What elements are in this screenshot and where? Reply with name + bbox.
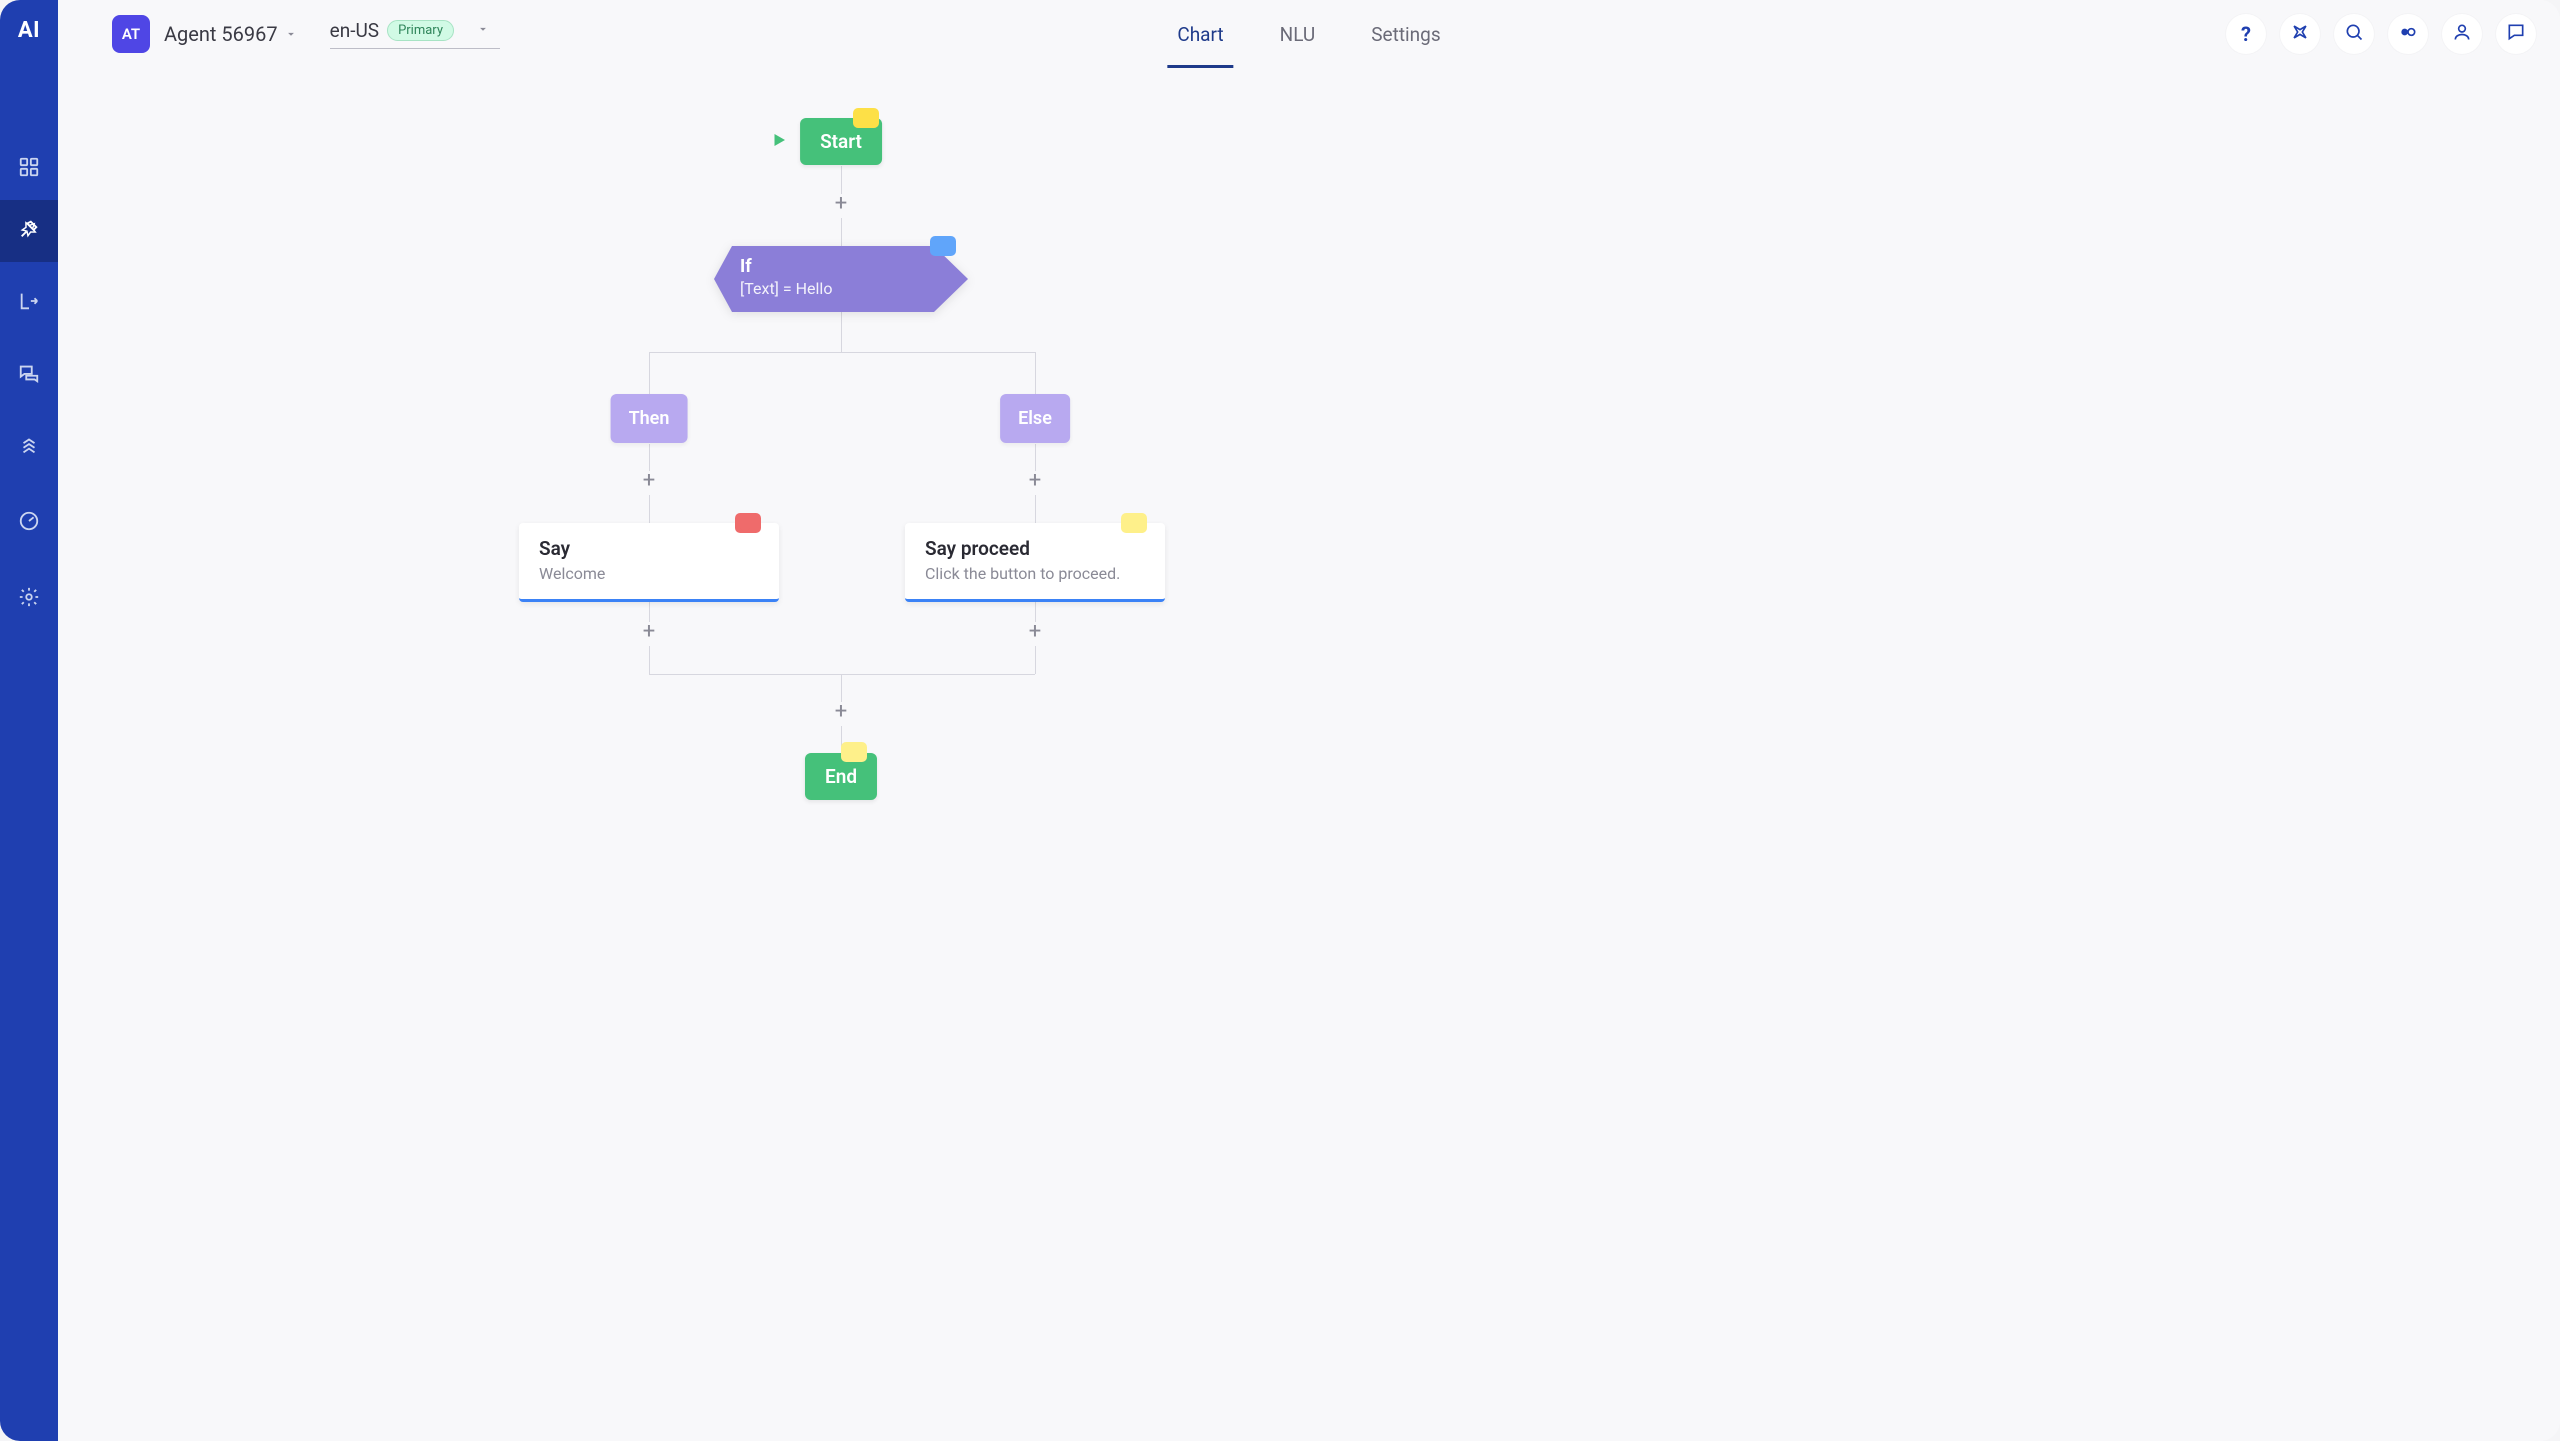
sidebar-item-deploy[interactable] bbox=[0, 416, 58, 478]
add-node-button[interactable]: + bbox=[1023, 622, 1047, 646]
comment-icon bbox=[2506, 22, 2526, 46]
sidebar-item-design[interactable] bbox=[0, 200, 58, 262]
main-tabs: Chart NLU Settings bbox=[1177, 0, 1440, 68]
chat-icon bbox=[18, 362, 40, 388]
if-condition: [Text] = Hello bbox=[740, 279, 832, 298]
chevron-down-icon bbox=[284, 22, 298, 46]
sidebar: AI bbox=[0, 0, 58, 1441]
toggle-button[interactable] bbox=[2388, 14, 2428, 54]
topbar: AT Agent 56967 en-US Primary Chart NLU S… bbox=[58, 0, 2560, 68]
primary-pill: Primary bbox=[387, 20, 454, 41]
user-icon bbox=[2452, 22, 2472, 46]
locale-label: en-US bbox=[330, 19, 379, 42]
search-button[interactable] bbox=[2334, 14, 2374, 54]
comment-bubble[interactable] bbox=[735, 513, 761, 533]
sidebar-item-export[interactable] bbox=[0, 272, 58, 334]
app-logo: AI bbox=[18, 18, 40, 43]
end-label: End bbox=[825, 765, 857, 788]
add-node-button[interactable]: + bbox=[829, 194, 853, 218]
connector bbox=[649, 674, 1035, 675]
main-area: AT Agent 56967 en-US Primary Chart NLU S… bbox=[58, 0, 2560, 1441]
gauge-icon bbox=[18, 510, 40, 536]
tab-settings[interactable]: Settings bbox=[1371, 0, 1440, 68]
comment-bubble[interactable] bbox=[1121, 513, 1147, 533]
connector bbox=[1035, 352, 1036, 394]
sidebar-item-analytics[interactable] bbox=[0, 492, 58, 554]
comment-bubble[interactable] bbox=[930, 236, 956, 256]
if-title: If bbox=[740, 256, 832, 277]
then-label: Then bbox=[629, 408, 670, 429]
connector bbox=[649, 352, 650, 394]
add-node-button[interactable]: + bbox=[637, 471, 661, 495]
comment-bubble[interactable] bbox=[841, 742, 867, 762]
say-text: Welcome bbox=[539, 564, 759, 583]
explore-button[interactable] bbox=[2280, 14, 2320, 54]
gear-icon bbox=[18, 586, 40, 612]
add-node-button[interactable]: + bbox=[1023, 471, 1047, 495]
end-node[interactable]: End bbox=[805, 753, 877, 800]
connector bbox=[649, 352, 1035, 353]
topbar-actions: ? bbox=[2226, 14, 2536, 54]
pin-icon bbox=[18, 218, 40, 244]
help-button[interactable]: ? bbox=[2226, 14, 2266, 54]
sidebar-item-dashboard[interactable] bbox=[0, 138, 58, 200]
say-text: Click the button to proceed. bbox=[925, 564, 1145, 583]
sidebar-item-settings[interactable] bbox=[0, 568, 58, 630]
else-branch[interactable]: Else bbox=[1000, 394, 1070, 443]
tab-nlu[interactable]: NLU bbox=[1280, 0, 1316, 68]
add-node-button[interactable]: + bbox=[637, 622, 661, 646]
comments-button[interactable] bbox=[2496, 14, 2536, 54]
add-node-button[interactable]: + bbox=[829, 702, 853, 726]
compass-icon bbox=[2290, 22, 2310, 46]
say-title: Say proceed bbox=[925, 537, 1145, 560]
start-label: Start bbox=[820, 130, 862, 153]
tab-chart[interactable]: Chart bbox=[1177, 0, 1223, 68]
question-icon: ? bbox=[2241, 22, 2251, 46]
search-icon bbox=[2344, 22, 2364, 46]
connector bbox=[841, 312, 842, 352]
export-icon bbox=[18, 290, 40, 316]
play-button[interactable] bbox=[770, 130, 788, 154]
else-label: Else bbox=[1018, 408, 1052, 429]
agent-badge: AT bbox=[112, 15, 150, 53]
flow-canvas[interactable]: Start + If [Text] = Hello Then bbox=[58, 68, 2560, 1441]
if-node[interactable]: If [Text] = Hello bbox=[714, 246, 968, 312]
toggle-icon bbox=[2398, 22, 2418, 46]
then-branch[interactable]: Then bbox=[611, 394, 688, 443]
sidebar-item-conversations[interactable] bbox=[0, 344, 58, 406]
layers-icon bbox=[18, 434, 40, 460]
agent-name-label: Agent 56967 bbox=[164, 22, 278, 46]
grid-icon bbox=[18, 156, 40, 182]
chevron-down-icon bbox=[476, 21, 490, 40]
profile-button[interactable] bbox=[2442, 14, 2482, 54]
say-title: Say bbox=[539, 537, 759, 560]
comment-bubble[interactable] bbox=[853, 108, 879, 128]
locale-selector[interactable]: en-US Primary bbox=[330, 19, 500, 49]
agent-selector[interactable]: Agent 56967 bbox=[164, 22, 298, 46]
